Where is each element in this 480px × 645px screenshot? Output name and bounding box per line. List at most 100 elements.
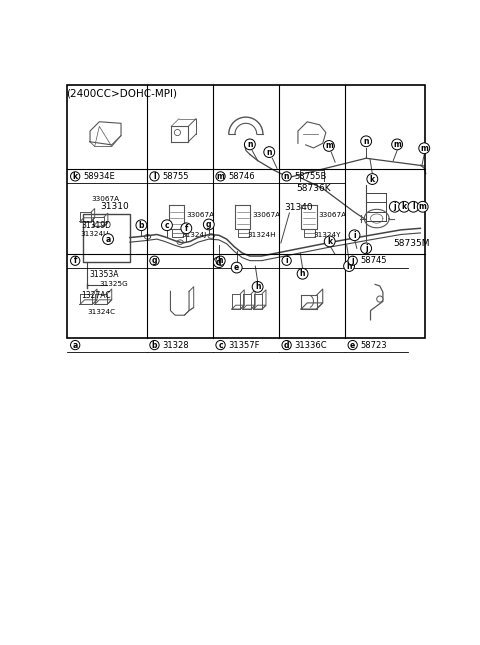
- Text: b: b: [152, 341, 157, 350]
- Circle shape: [297, 268, 308, 279]
- Circle shape: [150, 256, 159, 265]
- Circle shape: [216, 172, 225, 181]
- Text: 31324C: 31324C: [88, 309, 116, 315]
- Circle shape: [389, 201, 400, 212]
- Text: 58735M: 58735M: [393, 239, 430, 248]
- Circle shape: [150, 172, 159, 181]
- Circle shape: [417, 201, 428, 212]
- Circle shape: [349, 230, 360, 241]
- Text: m: m: [393, 140, 401, 149]
- Text: h: h: [300, 269, 305, 278]
- Text: 31324U: 31324U: [80, 231, 108, 237]
- Circle shape: [231, 263, 242, 273]
- Circle shape: [282, 341, 291, 350]
- Text: 31324J: 31324J: [181, 232, 206, 239]
- Text: 33067A: 33067A: [318, 212, 346, 219]
- Text: n: n: [284, 172, 289, 181]
- Text: 31324Y: 31324Y: [313, 232, 341, 239]
- Circle shape: [399, 201, 409, 212]
- Circle shape: [162, 220, 172, 231]
- Text: i: i: [285, 256, 288, 265]
- Text: m: m: [325, 141, 333, 150]
- Text: m: m: [216, 172, 225, 181]
- Text: c: c: [165, 221, 169, 230]
- Text: k: k: [72, 172, 78, 181]
- Text: 58746: 58746: [228, 172, 255, 181]
- Text: 58755: 58755: [162, 172, 189, 181]
- Text: (2400CC>DOHC-MPI): (2400CC>DOHC-MPI): [66, 88, 177, 98]
- Circle shape: [216, 256, 225, 265]
- Text: a: a: [72, 341, 78, 350]
- Text: b: b: [139, 221, 144, 230]
- Circle shape: [204, 219, 214, 230]
- Circle shape: [244, 139, 255, 150]
- Bar: [83, 214, 130, 263]
- Text: g: g: [152, 256, 157, 265]
- Text: n: n: [363, 137, 369, 146]
- Text: d: d: [284, 341, 289, 350]
- Text: h: h: [347, 262, 352, 270]
- Circle shape: [282, 256, 291, 265]
- Text: m: m: [420, 144, 428, 153]
- Text: n: n: [247, 140, 252, 149]
- Text: 31336C: 31336C: [294, 341, 327, 350]
- Circle shape: [360, 243, 372, 253]
- Text: 1327AC: 1327AC: [82, 292, 111, 301]
- Text: l: l: [412, 203, 415, 212]
- Text: 58934E: 58934E: [83, 172, 115, 181]
- Circle shape: [367, 174, 378, 184]
- Circle shape: [216, 341, 225, 350]
- Text: 31357F: 31357F: [228, 341, 260, 350]
- Circle shape: [214, 257, 224, 268]
- Circle shape: [324, 141, 335, 152]
- Text: e: e: [234, 263, 240, 272]
- Text: l: l: [153, 172, 156, 181]
- Text: m: m: [419, 203, 427, 212]
- Circle shape: [282, 172, 291, 181]
- Text: 33067A: 33067A: [252, 212, 280, 219]
- Circle shape: [348, 341, 357, 350]
- Circle shape: [174, 130, 180, 135]
- Text: f: f: [73, 256, 77, 265]
- Circle shape: [71, 172, 80, 181]
- Text: n: n: [266, 148, 272, 157]
- Text: e: e: [350, 341, 355, 350]
- Text: d: d: [216, 258, 222, 266]
- Text: 58745: 58745: [360, 256, 387, 265]
- Text: f: f: [185, 224, 188, 233]
- Text: c: c: [218, 341, 223, 350]
- Circle shape: [264, 146, 275, 157]
- Text: j: j: [365, 244, 367, 253]
- Bar: [67, 85, 424, 338]
- Text: j: j: [394, 203, 396, 212]
- Text: 31340: 31340: [285, 203, 313, 212]
- Text: h: h: [218, 256, 223, 265]
- Text: 31310: 31310: [100, 202, 129, 211]
- Circle shape: [71, 256, 80, 265]
- Text: k: k: [370, 175, 375, 184]
- Circle shape: [150, 341, 159, 350]
- Text: 31324H: 31324H: [247, 232, 276, 239]
- Text: 31353A: 31353A: [89, 270, 119, 279]
- Circle shape: [344, 261, 355, 272]
- Text: 33067A: 33067A: [186, 212, 214, 219]
- Text: 58736K: 58736K: [296, 184, 331, 193]
- Circle shape: [252, 281, 263, 292]
- Circle shape: [360, 136, 372, 146]
- Text: g: g: [206, 220, 212, 229]
- Text: 31325G: 31325G: [99, 281, 128, 288]
- Text: 31319D: 31319D: [82, 221, 112, 230]
- Text: h: h: [255, 283, 260, 292]
- Circle shape: [392, 139, 403, 150]
- Text: 31328: 31328: [162, 341, 189, 350]
- Circle shape: [377, 296, 383, 302]
- Text: a: a: [106, 235, 111, 244]
- Circle shape: [181, 223, 192, 233]
- Text: 58723: 58723: [360, 341, 387, 350]
- Circle shape: [348, 256, 357, 265]
- Text: i: i: [353, 231, 356, 240]
- Circle shape: [136, 220, 147, 231]
- Text: 33067A: 33067A: [92, 195, 120, 202]
- Text: k: k: [402, 203, 407, 212]
- Circle shape: [419, 143, 430, 154]
